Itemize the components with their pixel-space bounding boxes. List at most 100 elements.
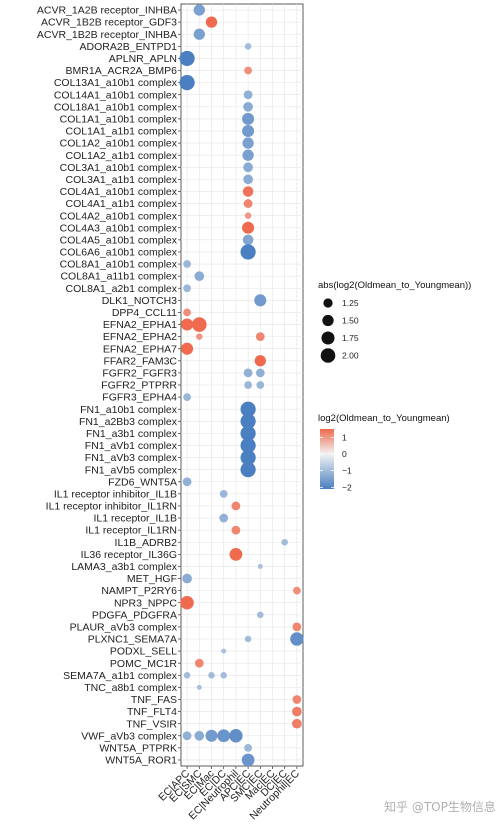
dot-col4a3-a10b1-complex-apc-ec <box>242 221 255 234</box>
y-label-podxl-sell: PODXL_SELL <box>110 646 177 658</box>
dot-efna2-epha1-ec-smc <box>191 317 207 332</box>
dot-il1-receptor-inhibitor-il1b-ec-dc <box>219 489 228 498</box>
y-label-col1a1-a1b1-complex: COL1A1_a1b1 complex <box>66 126 178 138</box>
y-label-fgfr2-fgfr3: FGFR2_FGFR3 <box>102 368 177 380</box>
size-legend-dot <box>321 331 335 345</box>
dot-il1-receptor-il1rn-ec-neutrophil <box>231 525 241 535</box>
dot-adora2b-entpd1-apc-ec <box>244 43 252 50</box>
size-legend-dot <box>323 298 333 308</box>
y-label-il1-receptor-inhibitor-il1b: IL1 receptor inhibitor_IL1B <box>54 488 177 500</box>
y-label-il36-receptor-il36g: IL36 receptor_IL36G <box>81 549 177 561</box>
dot-tnf-vsir-neutrophil-ec <box>292 718 302 729</box>
y-label-acvr-1a2b-receptor-inhba: ACVR_1A2B receptor_INHBA <box>37 5 177 17</box>
y-label-efna2-epha7: EFNA2_EPHA7 <box>103 343 177 355</box>
dot-fn1-avb1-complex-apc-ec <box>240 437 256 454</box>
y-label-il1-receptor-inhibitor-il1rn: IL1 receptor inhibitor_IL1RN <box>46 501 177 513</box>
dot-dpp4-ccl11-ec-apc <box>183 308 191 317</box>
y-label-adora2b-entpd1: ADORA2B_ENTPD1 <box>80 41 178 53</box>
y-label-plaur-avb3-complex: PLAUR_aVb3 complex <box>70 622 178 634</box>
dot-fgfr2-fgfr3-apc-ec <box>243 368 253 378</box>
dot-plxnc1-sema7a-neutrophil-ec <box>290 632 304 646</box>
dot-lama3-a3b1-complex-smc-ec <box>257 563 263 569</box>
y-label-tnf-vsir: TNF_VSIR <box>126 718 177 730</box>
y-label-plxnc1-sema7a: PLXNC1_SEMA7A <box>88 634 177 646</box>
dot-fn1-a3b1-complex-apc-ec <box>240 425 256 441</box>
y-label-npr3-nppc: NPR3_NPPC <box>114 597 177 609</box>
y-label-fgfr3-epha4: FGFR3_EPHA4 <box>102 392 177 404</box>
y-label-dlk1-notch3: DLK1_NOTCH3 <box>102 295 177 307</box>
dot-fgfr2-ptprr-apc-ec <box>244 381 252 389</box>
y-label-fn1-a2bb3-complex: FN1_a2Bb3 complex <box>79 416 178 428</box>
y-label-col4a1-a1b1-complex: COL4A1_a1b1 complex <box>66 198 178 210</box>
y-label-ffar2-fam3c: FFAR2_FAM3C <box>103 355 177 367</box>
dot-plaur-avb3-complex-neutrophil-ec <box>292 622 302 632</box>
dot-fn1-a2bb3-complex-apc-ec <box>240 413 256 429</box>
dot-efna2-epha2-ec-smc <box>196 333 203 340</box>
dot-sema7a-a1b1-complex-ec-dc <box>220 672 227 679</box>
dot-fgfr2-fgfr3-smc-ec <box>255 368 265 378</box>
size-legend-title: abs(log2(Oldmean_to_Youngmean)) <box>318 280 471 291</box>
y-label-pomc-mc1r: POMC_MC1R <box>110 658 178 670</box>
dot-efna2-epha2-smc-ec <box>255 332 265 342</box>
y-label-col18a1-a10b1-complex: COL18A1_a10b1 complex <box>54 101 178 113</box>
dot-wnt5a-ror1-apc-ec <box>241 753 255 767</box>
dot-aplnr-apln-ec-apc <box>179 50 195 67</box>
color-legend-title: log2(Oldmean_to_Youngmean) <box>318 413 450 424</box>
dot-col14a1-a10b1-complex-apc-ec <box>243 90 253 100</box>
y-label-col8a1-a2b1-complex: COL8A1_a2b1 complex <box>66 283 178 295</box>
y-label-col3a1-a10b1-complex: COL3A1_a10b1 complex <box>60 162 178 174</box>
dot-fn1-avb3-complex-apc-ec <box>240 449 256 466</box>
dot-fgfr2-ptprr-smc-ec <box>256 381 265 389</box>
size-legend-dot <box>322 314 334 327</box>
y-label-tnf-fas: TNF_FAS <box>131 694 177 706</box>
dot-fgfr3-epha4-ec-apc <box>183 393 191 401</box>
y-label-dpp4-ccl11: DPP4_CCL11 <box>112 307 177 319</box>
dot-pdgfa-pdgfra-smc-ec <box>257 611 264 619</box>
size-legend-dot <box>320 348 336 363</box>
dot-nampt-p2ry6-neutrophil-ec <box>293 586 301 595</box>
y-label-il1b-adrb2: IL1B_ADRB2 <box>115 537 178 549</box>
plot-panel <box>180 3 304 767</box>
dot-col8a1-a10b1-complex-ec-apc <box>183 260 191 268</box>
size-legend: abs(log2(Oldmean_to_Youngmean)) 1.25 1.50… <box>318 280 471 363</box>
y-label-fzd6-wnt5a: FZD6_WNT5A <box>108 476 177 488</box>
y-label-col6a6-a10b1-complex: COL6A6_a10b1 complex <box>60 247 178 259</box>
dot-met-hgf-ec-apc <box>182 573 192 584</box>
color-legend-label: 0 <box>342 449 347 459</box>
y-label-il1-receptor-il1b: IL1 receptor_IL1B <box>94 513 177 525</box>
dot-acvr-1b2b-receptor-inhba-ec-smc <box>193 28 205 40</box>
data-points <box>179 4 304 767</box>
y-label-il1-receptor-il1rn: IL1 receptor_IL1RN <box>85 525 177 537</box>
dot-vwf-avb3-complex-ec-mac <box>205 729 218 742</box>
dot-bmr1a-acr2a-bmp6-apc-ec <box>244 66 252 75</box>
y-label-acvr-1b2b-receptor-inhba: ACVR_1B2B receptor_INHBA <box>37 29 177 41</box>
dot-vwf-avb3-complex-ec-smc <box>194 730 205 741</box>
dot-col1a1-a10b1-complex-apc-ec <box>242 112 255 125</box>
dot-col4a1-a10b1-complex-apc-ec <box>242 186 254 197</box>
y-label-sema7a-a1b1-complex: SEMA7A_a1b1 complex <box>63 670 178 682</box>
size-legend-label: 1.75 <box>342 333 359 343</box>
y-label-col8a1-a11b1-complex: COL8A1_a11b1 complex <box>60 271 177 283</box>
dot-col8a1-a11b1-complex-ec-smc <box>194 271 205 281</box>
dot-vwf-avb3-complex-ec-apc <box>182 731 192 741</box>
y-label-nampt-p2ry6: NAMPT_P2RY6 <box>101 585 177 597</box>
y-label-col1a2-a10b1-complex: COL1A2_a10b1 complex <box>60 138 178 150</box>
dot-col3a1-a10b1-complex-apc-ec <box>243 162 253 173</box>
y-label-met-hgf: MET_HGF <box>127 573 177 585</box>
dot-tnf-fas-neutrophil-ec <box>292 695 302 704</box>
dot-il1-receptor-il1b-ec-dc <box>219 513 229 523</box>
y-label-fn1-avb1-complex: FN1_aVb1 complex <box>85 440 178 452</box>
dot-col13a1-a10b1-complex-ec-apc <box>179 75 195 91</box>
dot-ffar2-fam3c-smc-ec <box>254 355 266 367</box>
size-legend-label: 1.25 <box>342 298 359 308</box>
y-label-fgfr2-ptprr: FGFR2_PTPRR <box>101 380 177 392</box>
y-axis-labels: ACVR_1A2B receptor_INHBA ACVR_1B2B recept… <box>37 5 181 767</box>
dot-dlk1-notch3-smc-ec <box>254 294 267 307</box>
dot-col8a1-a2b1-complex-ec-apc <box>183 284 191 293</box>
y-label-col4a3-a10b1-complex: COL4A3_a10b1 complex <box>60 222 178 234</box>
y-label-tnc-a8b1-complex: TNC_a8b1 complex <box>84 682 178 694</box>
dot-efna2-epha7-ec-apc <box>181 342 194 355</box>
y-label-tnf-flt4: TNF_FLT4 <box>127 706 177 718</box>
color-legend-label: 1 <box>342 432 347 442</box>
